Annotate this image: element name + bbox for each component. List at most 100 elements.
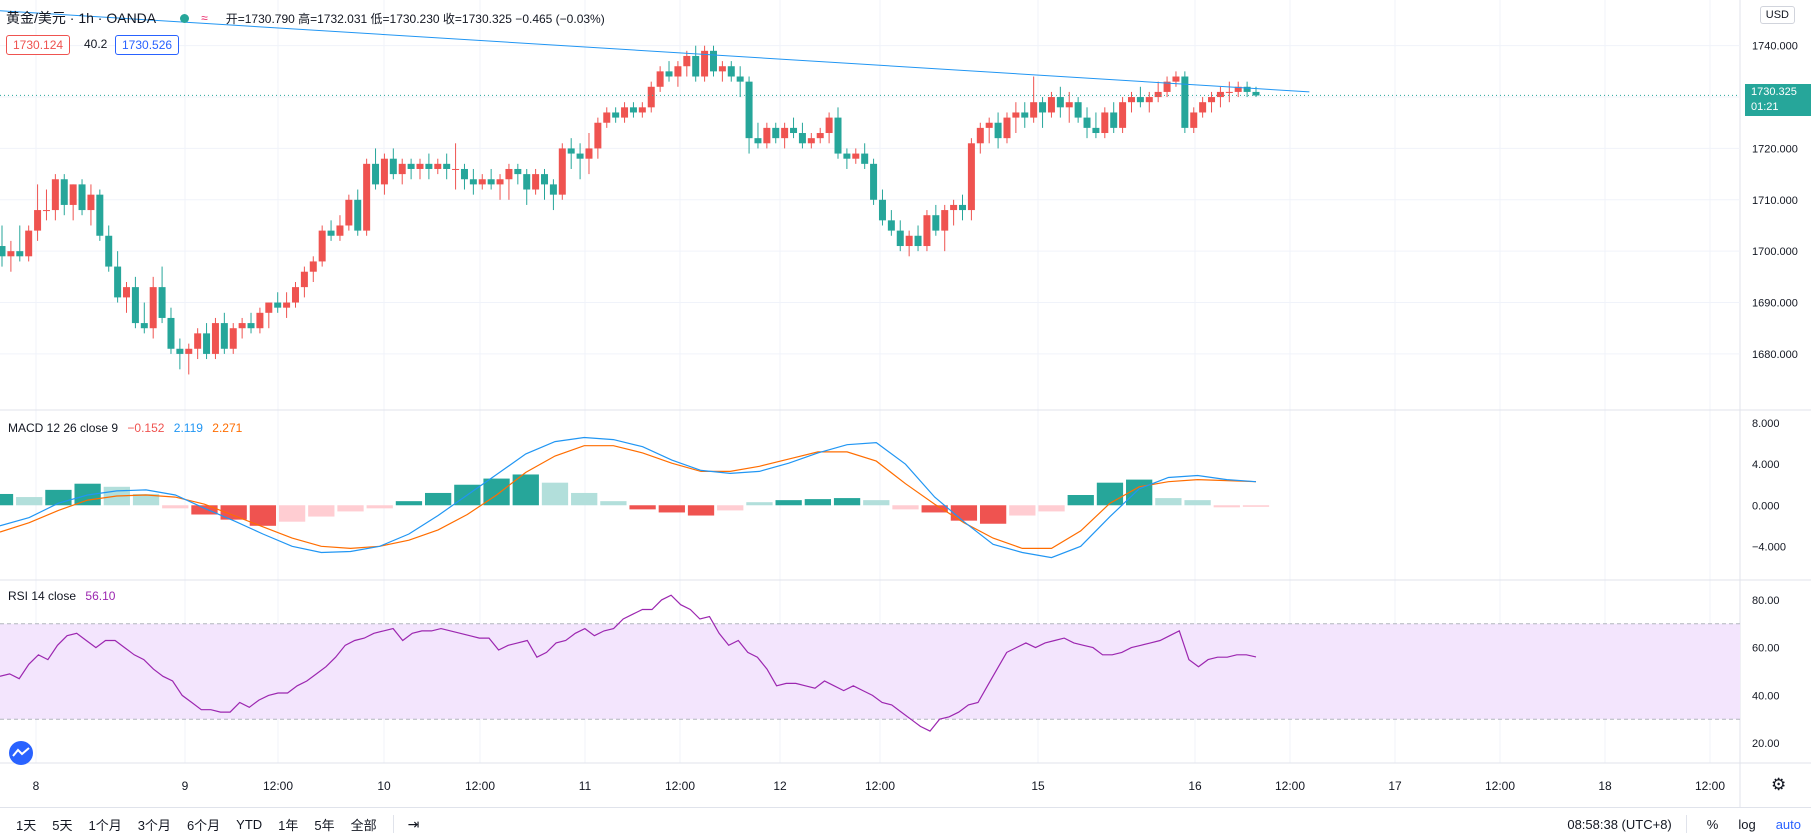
candle-body xyxy=(434,163,442,169)
candle-body xyxy=(96,194,104,236)
candle-body xyxy=(176,348,184,354)
price-tick-label: 1710.000 xyxy=(1752,195,1798,207)
candle-body xyxy=(1003,117,1011,139)
candle-body xyxy=(42,210,50,212)
candle-body xyxy=(790,127,798,134)
macd-title[interactable]: MACD 12 26 close 9 xyxy=(8,421,119,435)
candle-body xyxy=(478,179,486,185)
period-all[interactable]: 全部 xyxy=(350,817,377,833)
candle-body xyxy=(932,215,940,231)
ask-box[interactable]: 1730.526 xyxy=(115,35,180,55)
period-6m[interactable]: 6个月 xyxy=(186,817,221,833)
candle-body xyxy=(34,210,42,231)
candle-body xyxy=(843,153,851,159)
candle-body xyxy=(460,168,468,180)
macd-histogram-bar xyxy=(571,492,598,506)
time-axis-label: 11 xyxy=(578,779,592,793)
candle-body xyxy=(229,328,237,349)
candle-body xyxy=(1163,81,1171,92)
candle-body xyxy=(1234,86,1242,92)
macd-histogram-bar xyxy=(1242,505,1270,507)
candle-body xyxy=(887,220,895,231)
candle-body xyxy=(131,287,139,324)
macd-histogram-bar xyxy=(220,505,247,520)
percent-toggle[interactable]: % xyxy=(1706,816,1719,832)
candle-body xyxy=(51,179,59,211)
candle-body xyxy=(1172,76,1180,82)
macd-histogram-bar xyxy=(863,500,890,506)
macd-histogram-bar xyxy=(162,505,189,509)
macd-histogram-bar xyxy=(16,497,43,506)
candle-body xyxy=(1199,102,1207,113)
currency-button[interactable]: USD xyxy=(1759,6,1795,24)
candle-body xyxy=(1181,76,1189,128)
candle-body xyxy=(825,117,833,134)
period-5d[interactable]: 5天 xyxy=(52,817,73,833)
period-1d[interactable]: 1天 xyxy=(16,817,37,833)
period-3m[interactable]: 3个月 xyxy=(137,817,171,833)
rsi-title[interactable]: RSI 14 close xyxy=(8,589,77,603)
candle-body xyxy=(1092,127,1100,134)
bottom-right-controls: 08:58:38 (UTC+8) % log auto xyxy=(1547,808,1801,840)
time-axis-label: 16 xyxy=(1188,779,1202,793)
candle-body xyxy=(594,122,602,149)
candle-body xyxy=(914,235,922,247)
period-ytd[interactable]: YTD xyxy=(236,816,263,832)
bid-box[interactable]: 1730.124 xyxy=(6,35,71,55)
toolbar-divider-right xyxy=(1685,815,1687,833)
time-axis-label: 12 xyxy=(773,779,787,793)
price-tick-label: 1680.000 xyxy=(1752,349,1798,361)
candle-body xyxy=(727,66,735,77)
candle-body xyxy=(443,163,451,169)
price-tick-label: 1740.000 xyxy=(1752,41,1798,53)
candle-body xyxy=(1190,112,1198,128)
macd-histogram-bar xyxy=(1067,495,1094,506)
candle-body xyxy=(211,323,219,354)
candle-body xyxy=(781,127,789,139)
macd-tick-label: 4.000 xyxy=(1752,459,1780,471)
settings-gear-icon[interactable]: ⚙ xyxy=(1771,775,1787,794)
period-1y[interactable]: 1年 xyxy=(278,817,299,833)
chart-logo[interactable] xyxy=(9,741,33,765)
spread-value: 40.2 xyxy=(84,37,108,51)
candle-body xyxy=(1012,112,1020,118)
candle-body xyxy=(647,86,655,108)
macd-histogram-bar xyxy=(950,505,978,521)
candle-body xyxy=(807,138,815,144)
auto-toggle[interactable]: auto xyxy=(1775,816,1801,832)
candle-body xyxy=(985,122,993,128)
date-range-icon[interactable]: ⇥ xyxy=(407,815,420,832)
symbol-title[interactable]: 黄金/美元 · 1h · OANDA xyxy=(6,10,157,26)
macd-histogram-bar xyxy=(0,493,14,506)
candle-body xyxy=(1110,112,1118,128)
macd-legend: MACD 12 26 close 9 −0.152 2.119 2.271 xyxy=(8,421,242,435)
candle-body xyxy=(701,50,709,77)
log-toggle[interactable]: log xyxy=(1738,816,1756,832)
macd-histogram-bar xyxy=(1038,505,1065,512)
macd-histogram-bar xyxy=(395,501,423,506)
candle-body xyxy=(754,138,762,144)
period-5y[interactable]: 5年 xyxy=(314,817,335,833)
macd-histogram-bar xyxy=(278,505,306,522)
macd-histogram-bar xyxy=(687,505,715,516)
candle-body xyxy=(514,168,522,175)
candle-body xyxy=(621,107,629,118)
candle-body xyxy=(318,230,326,262)
macd-histogram-bar xyxy=(1213,505,1240,508)
period-1m[interactable]: 1个月 xyxy=(88,817,122,833)
candle-body xyxy=(407,163,415,169)
candle-body xyxy=(763,127,771,144)
candle-body xyxy=(709,50,717,72)
candle-body xyxy=(363,163,371,231)
bottom-toolbar: 1天 5天 1个月 3个月 6个月 YTD 1年 5年 全部 ⇥ 08:58:3… xyxy=(0,807,1811,840)
candle-body xyxy=(123,287,131,298)
time-axis-label: 10 xyxy=(377,779,391,793)
candle-body xyxy=(1083,117,1091,128)
candle-body xyxy=(7,251,15,257)
last-price: 1730.325 xyxy=(1751,86,1797,98)
clock[interactable]: 08:58:38 (UTC+8) xyxy=(1567,816,1672,832)
candle-body xyxy=(1216,91,1224,98)
candle-body xyxy=(238,323,246,329)
time-axis-label: 12:00 xyxy=(664,779,696,793)
